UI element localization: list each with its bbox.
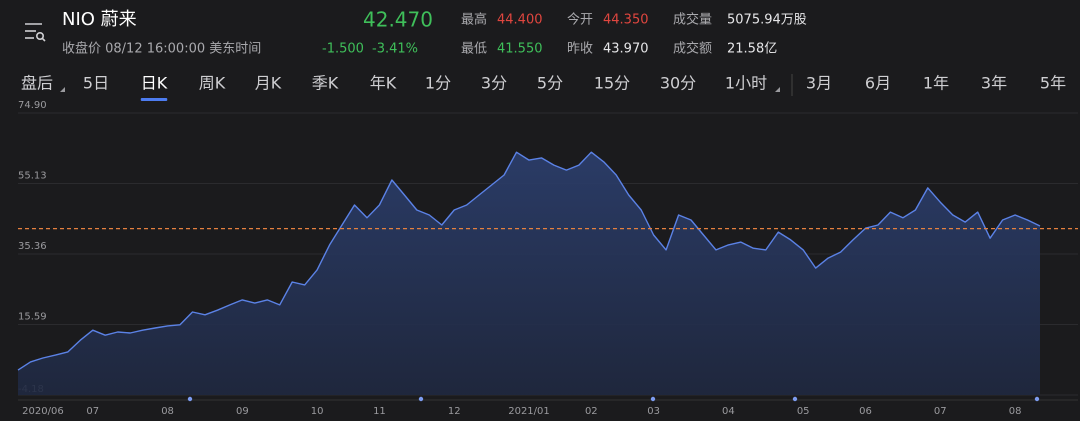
event-marker[interactable] [650,396,656,402]
x-tick-label: 2020/06 [22,406,64,417]
event-marker[interactable] [1034,396,1040,402]
x-tick-label: 08 [161,406,174,417]
y-tick-label: 35.36 [18,241,47,252]
stat-label: 今开 [567,12,593,28]
status: 收盘价 08/12 16:00:00 美东时间 [62,41,261,57]
tab[interactable]: 月K [255,74,282,93]
x-tick-label: 07 [86,406,99,417]
tab[interactable]: 5分 [537,74,563,93]
x-tick-label: 04 [722,406,735,417]
change-pct: -3.41% [372,42,418,57]
tab[interactable]: 3月 [806,74,832,93]
tab[interactable]: 日K [141,74,168,93]
tab[interactable]: 15分 [594,74,630,93]
x-tick-label: 06 [859,406,872,417]
stat-label: 最高 [461,12,487,28]
x-tick-label: 12 [448,406,461,417]
stat-value: 43.970 [603,42,649,57]
tab[interactable]: 季K [312,74,339,93]
stock-title: NIO 蔚来 [62,9,137,30]
y-tick-label: 15.59 [18,312,47,323]
tab-underline [140,98,168,101]
tab[interactable]: 盘后 [21,74,53,93]
y-tick-label: 55.13 [18,171,47,182]
x-tick-label: 2021/01 [508,406,550,417]
tab[interactable]: 1年 [923,74,949,93]
stat-value: 44.400 [497,13,543,28]
x-tick-label: 03 [647,406,660,417]
stat-label: 成交额 [673,41,712,57]
last-price: 42.470 [363,8,433,32]
x-tick-label: 02 [585,406,598,417]
area-fill [18,152,1040,395]
tab[interactable]: 1分 [425,74,451,93]
x-tick-label: 07 [934,406,947,417]
x-tick-label: 05 [797,406,810,417]
event-marker[interactable] [187,396,193,402]
x-tick-label: 10 [311,406,324,417]
menu-icon[interactable] [25,23,46,42]
tab[interactable]: 30分 [660,74,696,93]
tab[interactable]: 年K [370,74,397,93]
x-tick-label: 09 [236,406,249,417]
event-marker[interactable] [792,396,798,402]
chart: 74.9055.1335.3615.59-4.182020/0607080910… [17,100,1078,417]
price-line [17,151,1041,371]
stat-value: 5075.94万股 [727,13,807,28]
tab[interactable]: 周K [199,74,226,93]
tab[interactable]: 1小时 [725,74,767,93]
change: -1.500 [322,42,364,57]
event-marker[interactable] [418,396,424,402]
stat-label: 昨收 [567,42,593,57]
stat-value: 41.550 [497,42,543,57]
tab[interactable]: 5日 [83,74,109,93]
y-tick-label: 74.90 [18,100,47,111]
x-tick-label: 08 [1009,406,1022,417]
stat-value: 21.58亿 [727,42,777,57]
tab-dropdown [60,87,65,92]
stat-value: 44.350 [603,13,649,28]
tab-dropdown [775,87,780,92]
tab[interactable]: 6月 [865,74,891,93]
tab[interactable]: 5年 [1040,74,1066,93]
tab[interactable]: 3年 [981,74,1007,93]
tab[interactable]: 3分 [481,74,507,93]
stat-label: 最低 [461,42,487,57]
stat-label: 成交量 [673,12,712,28]
x-tick-label: 11 [373,406,386,417]
tab-bar: 盘后 5日 日K 周K 月K 季K 年K 1分 3分 5分 15分 30分 1小时 3月 6月 1年 3年 5年 [21,74,1066,101]
